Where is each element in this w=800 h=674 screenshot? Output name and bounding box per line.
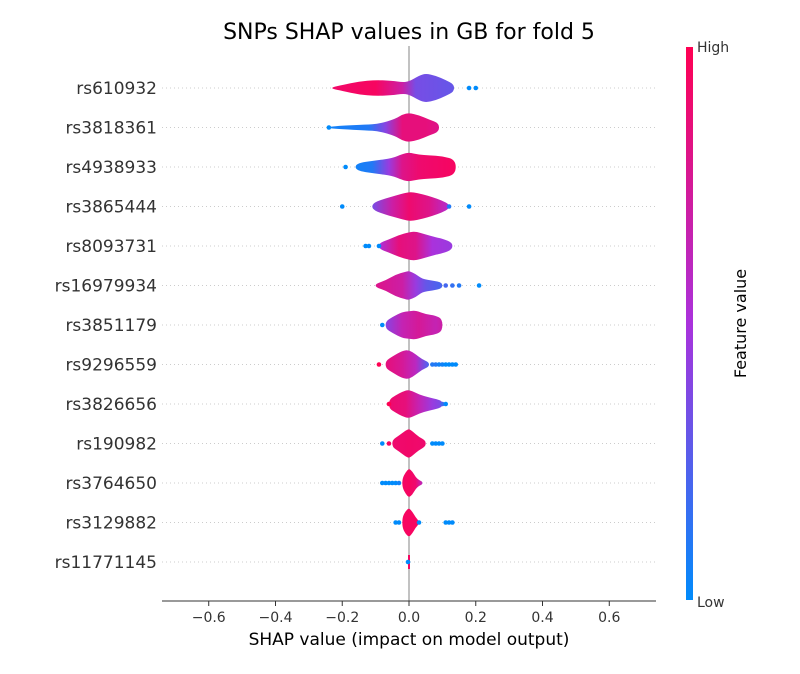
feature-label: rs3764650 [65, 474, 157, 494]
outlier-point [393, 480, 398, 486]
outlier-point [466, 85, 472, 91]
violin-rs4938933 [355, 152, 456, 182]
violin-rs610932 [332, 74, 455, 102]
colorbar-high-label: High [697, 40, 729, 56]
outlier-point [440, 362, 445, 367]
outlier-point [450, 520, 455, 525]
colorbar-gradient [686, 47, 693, 600]
x-tick-label: −0.6 [192, 610, 226, 626]
outlier-point [476, 283, 482, 288]
outlier-point [386, 480, 392, 486]
outlier-point [379, 480, 385, 486]
outlier-point [443, 520, 449, 525]
outlier-point [343, 164, 348, 170]
outlier-point [376, 243, 382, 249]
x-tick-label: 0.0 [398, 610, 420, 626]
violin-rs3865444 [372, 192, 450, 221]
x-tick-label: −0.2 [325, 610, 359, 626]
chart-title: SNPs SHAP values in GB for fold 5 [223, 20, 595, 45]
outlier-point [466, 204, 472, 209]
outlier-point [453, 362, 459, 367]
outlier-point [366, 243, 372, 249]
outlier-point [440, 441, 445, 446]
outlier-point [390, 480, 395, 486]
outlier-point [383, 480, 388, 486]
x-tick-label: 0.6 [598, 610, 620, 626]
outlier-point [405, 559, 411, 565]
outlier-point [379, 322, 385, 328]
outlier-point [456, 283, 462, 288]
outlier-point [433, 441, 439, 446]
outlier-point [443, 283, 449, 288]
feature-label: rs3129882 [65, 514, 157, 534]
violin-rs3818361 [328, 113, 440, 142]
outlier-point [430, 441, 435, 446]
violin-rs3826656 [388, 390, 443, 418]
colorbar-low-label: Low [697, 595, 725, 611]
feature-label: rs3818361 [65, 119, 157, 139]
feature-label: rs16979934 [55, 277, 157, 297]
outlier-point [326, 125, 332, 130]
colorbar: High Low Feature value [686, 40, 750, 611]
outlier-point [396, 480, 402, 486]
outlier-point [339, 204, 345, 209]
feature-label: rs8093731 [65, 237, 157, 257]
violin-rs9296559 [385, 350, 430, 379]
violin-rs3851179 [385, 310, 443, 340]
x-tick-label: 0.4 [531, 610, 553, 626]
outlier-point [446, 362, 452, 367]
violins [328, 74, 456, 569]
outlier-point [446, 520, 452, 525]
violin-rs3764650 [402, 469, 423, 497]
outlier-point [393, 520, 398, 525]
outlier-point [436, 441, 442, 446]
feature-label: rs3826656 [65, 395, 157, 415]
outlier-point [450, 283, 455, 288]
outlier-point [443, 401, 449, 407]
feature-label: rs9296559 [65, 356, 157, 376]
violin-rs8093731 [378, 231, 453, 261]
outlier-point [443, 362, 449, 367]
violin-rs190982 [392, 429, 426, 458]
outlier-point [379, 441, 385, 446]
outlier-point [416, 520, 422, 525]
outlier-point [446, 204, 452, 209]
feature-label: rs4938933 [65, 158, 157, 178]
violin-rs16979934 [375, 271, 443, 300]
feature-label: rs3865444 [65, 198, 157, 218]
outlier-point [473, 85, 479, 91]
outlier-point [396, 520, 402, 525]
outlier-point [376, 362, 382, 367]
violin-rs3129882 [402, 508, 420, 537]
feature-label: rs610932 [76, 79, 157, 99]
outlier-point [386, 441, 392, 446]
outlier-point [386, 401, 392, 407]
x-tick-label: −0.4 [258, 610, 292, 626]
outlier-point [433, 362, 439, 367]
outlier-point [440, 401, 445, 407]
outlier-point [363, 243, 368, 249]
outlier-point [436, 362, 442, 367]
feature-label: rs190982 [76, 435, 157, 455]
outlier-point [450, 362, 455, 367]
feature-labels: rs610932 rs3818361 rs4938933 rs3865444 rs809… [55, 79, 157, 573]
x-tick-label: 0.2 [465, 610, 487, 626]
colorbar-title: Feature value [731, 269, 750, 378]
feature-label: rs3851179 [65, 316, 157, 336]
x-axis: −0.6 −0.4 −0.2 0.0 0.2 0.4 0.6 [162, 600, 656, 626]
x-axis-label: SHAP value (impact on model output) [249, 630, 570, 650]
feature-label: rs11771145 [55, 553, 157, 573]
outlier-points [326, 85, 482, 565]
outlier-point [430, 362, 435, 367]
